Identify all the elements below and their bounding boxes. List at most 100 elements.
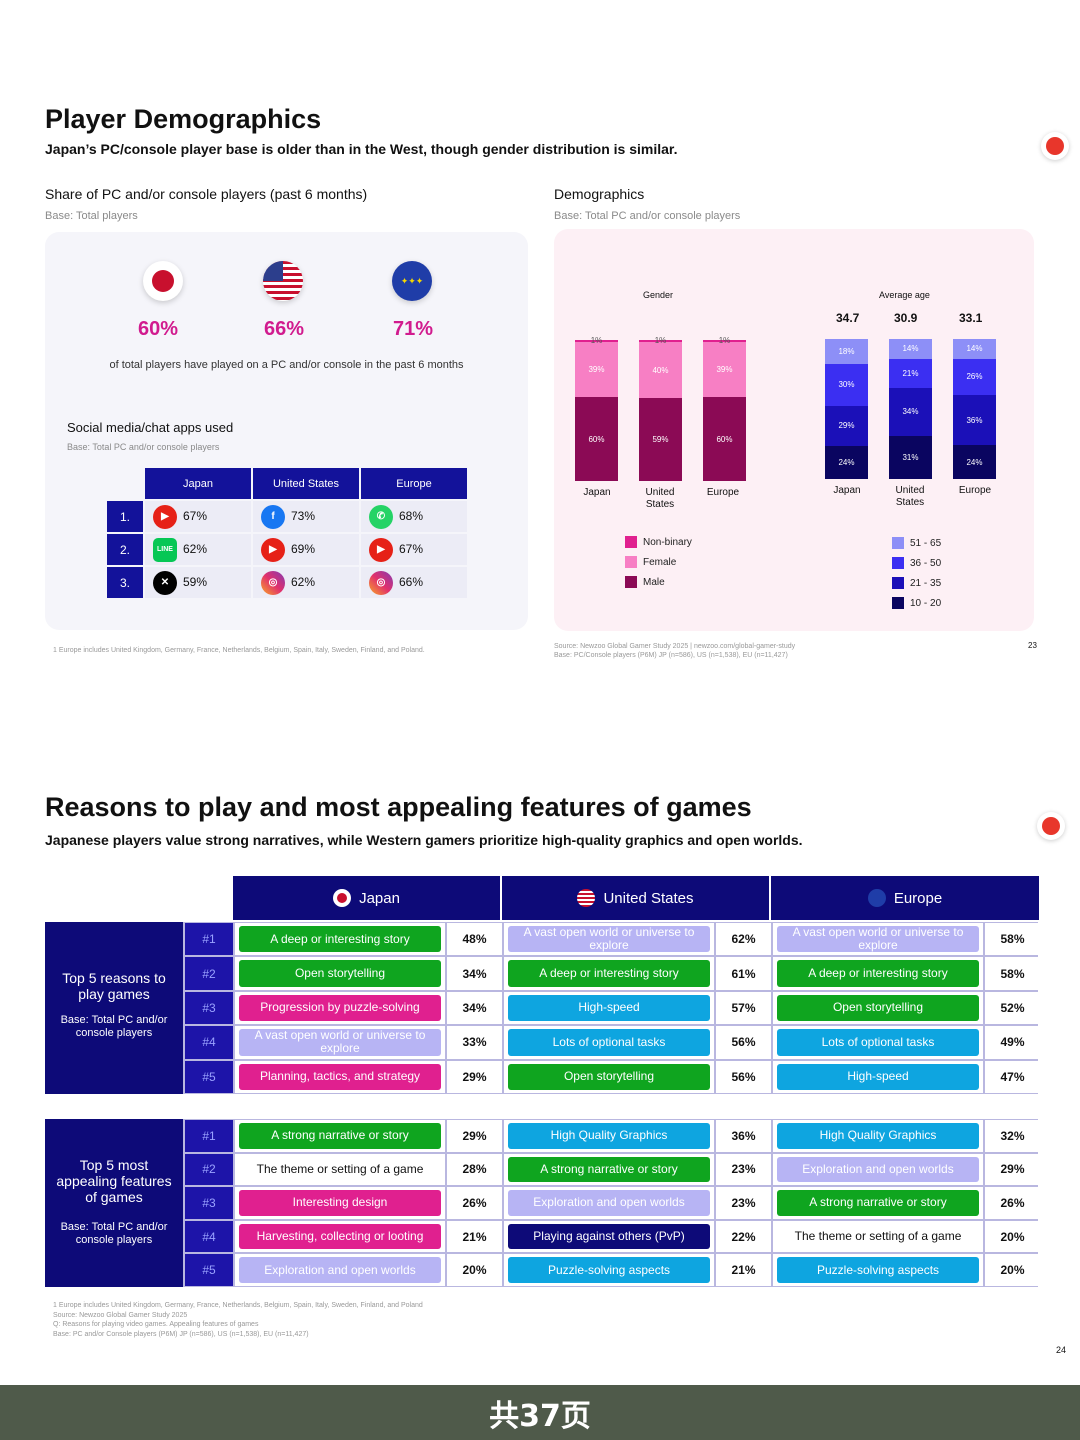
app-cell: ✕ 59% [145,567,251,598]
gender-bar-label: 1% [590,335,603,345]
legend-item: Non-binary [625,536,692,548]
feature-pill: Open storytelling [777,994,979,1022]
percent-cell: 20% [447,1254,502,1286]
feature-pill: Exploration and open worlds [508,1190,710,1216]
age-bar-segment: 29% [825,405,868,446]
share-value-japan: 60% [138,318,179,340]
record-button[interactable] [1037,812,1065,840]
feature-pill: Puzzle-solving aspects [508,1257,710,1283]
legend-item: 10 - 20 [892,597,941,609]
feature-pill: High-speed [508,994,710,1022]
legend-item: 21 - 35 [892,577,941,589]
feature-cell: The theme or setting of a game [235,1153,445,1186]
x-icon: ✕ [153,570,177,595]
feature-cell: Lots of optional tasks [773,1026,983,1059]
col-us: United States [253,468,359,499]
line-icon: LINE [153,537,177,562]
percent-cell: 21% [447,1220,502,1253]
social-base: Base: Total PC and/or console players [67,442,220,452]
footnote: Source: Newzoo Global Gamer Study 2025 [53,1311,188,1319]
app-cell: ◎ 62% [253,567,359,598]
percent-cell: 48% [447,923,502,956]
app-cell: ✆ 68% [361,501,467,532]
youtube-icon: ▶ [261,537,285,562]
percent-cell: 28% [447,1153,502,1186]
feature-pill: Planning, tactics, and strategy [239,1063,441,1090]
feature-pill: Puzzle-solving aspects [777,1257,979,1283]
percent-cell: 58% [985,923,1040,956]
rank-cell: #1 [185,923,233,956]
percent-cell: 34% [447,957,502,990]
header-us: United States [502,876,769,920]
gender-legend: Non-binary Female Male [625,536,692,596]
gender-bar-female: 39% [703,342,746,397]
age-bar-segment: 31% [889,435,932,479]
percent-cell: 26% [447,1187,502,1219]
feature-cell: A strong narrative or story [773,1187,983,1219]
social-apps-table: Japan United States Europe 1. ▶ 67% f 73% … [105,466,469,600]
gender-bar-nonbinary [639,340,682,343]
percent-cell: 56% [716,1060,771,1093]
share-heading: Share of PC and/or console players (past… [45,186,368,202]
reasons-label-cell: Top 5 reasons to play games Base: Total … [45,922,183,1094]
feature-cell: A vast open world or universe to explore [773,923,983,956]
feature-pill: High Quality Graphics [508,1123,710,1149]
percent-cell: 32% [985,1120,1040,1152]
demo-base: Base: Total PC and/or console players [554,210,741,222]
feature-cell: High Quality Graphics [504,1120,714,1152]
reasons-label: Top 5 reasons to play games [62,970,166,1002]
feature-pill: Lots of optional tasks [777,1029,979,1056]
feature-cell: Harvesting, collecting or looting [235,1220,445,1253]
source-base: Base: PC/Console players (P6M) JP (n=586… [554,652,788,659]
page-title: Player Demographics [45,104,322,134]
whatsapp-icon: ✆ [369,504,393,529]
legend-swatch [892,557,904,569]
japan-flag-icon [143,261,183,301]
percent-cell: 47% [985,1060,1040,1093]
feature-cell: Planning, tactics, and strategy [235,1060,445,1093]
header-japan: Japan [233,876,500,920]
feature-pill: Harvesting, collecting or looting [239,1223,441,1250]
record-button[interactable] [1041,132,1069,160]
footnote: 1 Europe includes United Kingdom, German… [53,1302,423,1309]
feature-cell: A deep or interesting story [773,957,983,990]
percent-cell: 29% [447,1060,502,1093]
feature-cell: Open storytelling [773,991,983,1025]
social-heading: Social media/chat apps used [67,420,234,435]
gender-cat-japan: Japan [583,487,611,498]
legend-item: 51 - 65 [892,537,941,549]
percent-cell: 57% [716,991,771,1025]
rank-cell: #5 [185,1060,233,1093]
app-cell: ◎ 66% [361,567,467,598]
feature-cell: Open storytelling [504,1060,714,1093]
age-bar-segment: 34% [889,388,932,436]
feature-pill: The theme or setting of a game [239,1156,441,1183]
share-base: Base: Total players [45,210,138,222]
gender-bar-nonbinary [575,340,618,343]
gender-bar-female: 40% [639,342,682,399]
avg-age-us: 30.9 [894,311,918,325]
feature-pill: Playing against others (PvP) [508,1223,710,1250]
gender-bar-male: 60% [703,397,746,481]
page-subtitle-2: Japanese players value strong narratives… [45,832,803,848]
legend-swatch [625,576,637,588]
rank-cell: #2 [185,957,233,990]
page-number: 23 [1028,641,1037,650]
footnote-europe: 1 Europe includes United Kingdom, German… [53,647,425,654]
gender-cat-us: United States [645,487,675,510]
feature-pill: Open storytelling [239,960,441,987]
feature-pill: A deep or interesting story [239,926,441,953]
feature-cell: The theme or setting of a game [773,1220,983,1253]
eu-flag-icon [867,889,886,907]
gender-title: Gender [643,290,674,300]
percent-cell: 29% [985,1153,1040,1186]
footnote: Base: PC and/or Console players (P6M) JP… [53,1330,309,1338]
age-bar-segment: 14% [889,339,932,359]
gender-bar-nonbinary [703,340,746,343]
rank-cell: #1 [185,1120,233,1152]
app-cell: ▶ 67% [145,501,251,532]
feature-cell: A strong narrative or story [235,1120,445,1152]
feature-pill: A strong narrative or story [777,1190,979,1216]
share-value-us: 66% [264,318,305,340]
feature-pill: A vast open world or universe to explore [777,926,979,953]
